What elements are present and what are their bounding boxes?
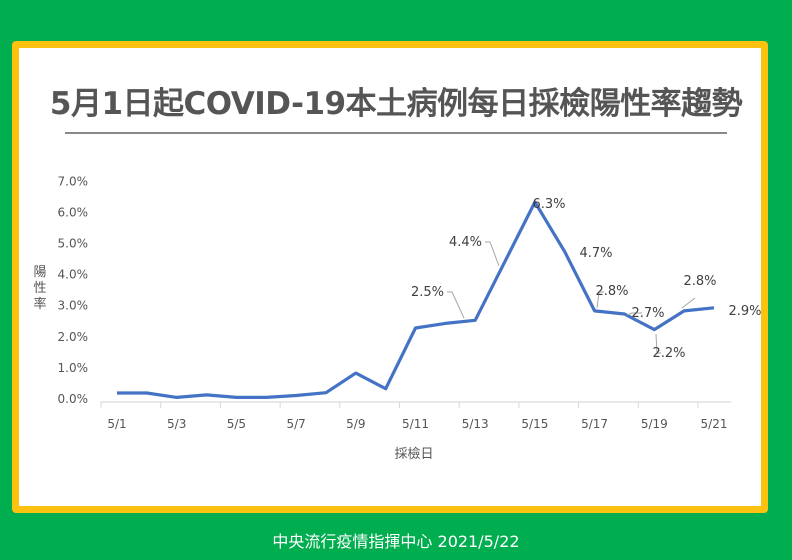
annotation-leader — [596, 291, 604, 309]
x-tick-label: 5/21 — [701, 417, 728, 431]
footer-source: 中央流行疫情指揮中心 2021/5/22 — [272, 532, 520, 551]
x-tick-label: 5/3 — [167, 417, 186, 431]
y-tick-label: 5.0% — [58, 237, 89, 251]
y-axis-label: 率 — [33, 296, 46, 312]
y-tick-label: 6.0% — [58, 205, 89, 219]
y-axis-label: 陽 — [33, 265, 46, 280]
y-tick-label: 3.0% — [58, 299, 89, 313]
data-label: 2.7% — [631, 306, 664, 321]
x-tick-label: 5/19 — [641, 417, 668, 431]
data-label: 2.5% — [411, 285, 444, 300]
annotation-leader — [447, 291, 465, 319]
data-label: 4.4% — [449, 235, 482, 250]
data-label: 6.3% — [532, 197, 565, 212]
x-axis-label: 採檢日 — [394, 446, 433, 462]
annotation-leader — [655, 333, 661, 354]
title-divider — [65, 132, 727, 134]
x-tick-label: 5/5 — [227, 417, 246, 431]
y-axis-label: 性 — [33, 281, 46, 296]
y-tick-label: 1.0% — [58, 361, 89, 375]
data-label: 4.7% — [579, 246, 612, 261]
annotation-leader — [626, 312, 642, 316]
chart-title: 5月1日起COVID-19本土病例每日採檢陽性率趨勢 — [49, 86, 743, 122]
data-label: 2.9% — [728, 304, 761, 319]
annotation-leader — [485, 241, 500, 267]
data-label: 2.8% — [595, 284, 628, 299]
x-tick-label: 5/11 — [402, 417, 429, 431]
x-tick-label: 5/1 — [107, 417, 126, 431]
data-label: 2.2% — [652, 346, 685, 361]
chart-card — [12, 41, 768, 513]
annotation-leader — [681, 297, 696, 309]
y-tick-label: 4.0% — [58, 268, 89, 282]
x-tick-label: 5/7 — [286, 417, 305, 431]
y-tick-label: 7.0% — [58, 174, 89, 188]
series-line — [117, 200, 715, 399]
x-tick-label: 5/9 — [346, 417, 365, 431]
y-tick-label: 2.0% — [58, 330, 89, 344]
y-tick-label: 0.0% — [58, 392, 89, 406]
x-tick-label: 5/13 — [462, 417, 489, 431]
data-label: 2.8% — [683, 274, 716, 289]
x-tick-label: 5/17 — [581, 417, 608, 431]
x-tick-label: 5/15 — [521, 417, 548, 431]
